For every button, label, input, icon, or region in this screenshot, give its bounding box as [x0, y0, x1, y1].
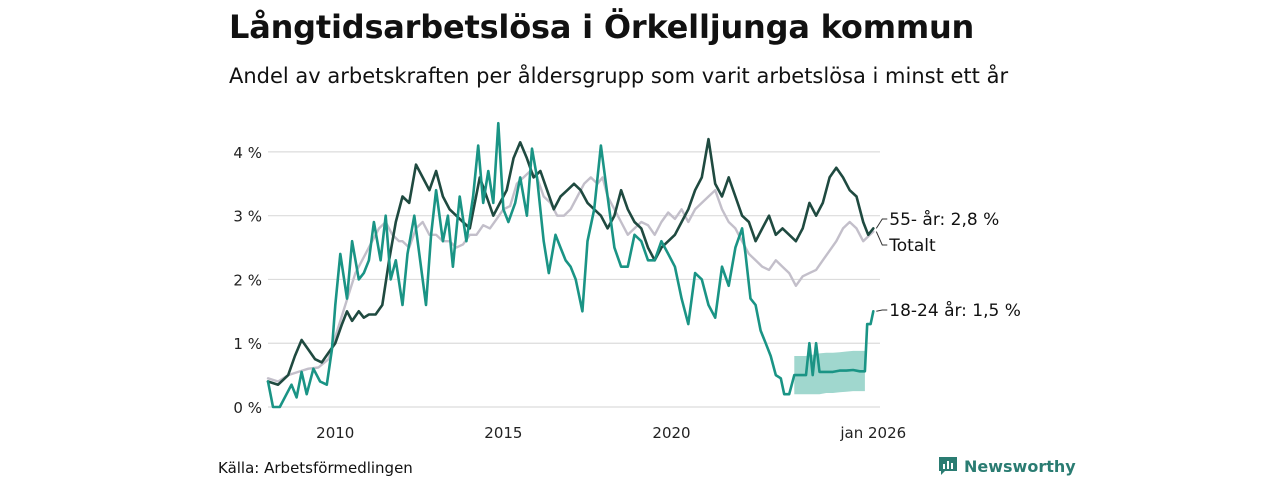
y-tick-label: 2 % [233, 271, 262, 289]
brand-name: Newsworthy [964, 456, 1076, 476]
total-leader-line [875, 231, 888, 246]
chart-subtitle: Andel av arbetskraften per åldersgrupp s… [229, 64, 1009, 88]
x-tick-label: 2010 [316, 424, 354, 442]
x-tick-label: 2015 [484, 424, 522, 442]
y-tick-label: 3 % [233, 208, 262, 226]
youth-leader-line [876, 309, 888, 312]
chart-title: Långtidsarbetslösa i Örkelljunga kommun [229, 8, 975, 46]
x-tick-label: jan 2026 [839, 424, 906, 442]
total-end-label: Totalt [888, 236, 936, 256]
series-lines [266, 121, 875, 409]
older-end-label: 55- år: 2,8 % [889, 209, 999, 230]
older-series-line [266, 137, 875, 387]
y-tick-label: 1 % [233, 335, 262, 353]
x-axis-ticks: 2010 2015 2020 jan 2026 [316, 424, 906, 442]
y-tick-label: 4 % [233, 144, 262, 162]
newsworthy-logo-icon [939, 457, 957, 475]
y-gridlines [268, 151, 880, 408]
youth-end-label: 18-24 år: 1,5 % [889, 300, 1021, 321]
x-tick-label: 2020 [652, 424, 690, 442]
brand-logo: Newsworthy [938, 456, 1076, 476]
youth-series-line [266, 121, 875, 409]
source-note: Källa: Arbetsförmedlingen [218, 459, 413, 477]
older-leader-line [875, 218, 888, 229]
total-series-line [266, 169, 875, 383]
y-axis-ticks: 0 % 1 % 2 % 3 % 4 % [233, 144, 262, 417]
y-tick-label: 0 % [233, 399, 262, 417]
series-end-labels: Totalt 55- år: 2,8 % 18-24 år: 1,5 % [875, 209, 1021, 321]
